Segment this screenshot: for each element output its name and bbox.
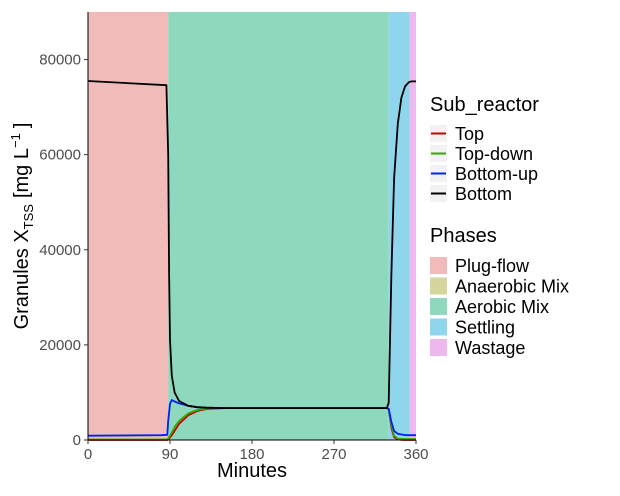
legend-key-swatch <box>430 298 447 315</box>
phase-band-3 <box>388 12 410 440</box>
legend-phases-title: Phases <box>430 225 497 247</box>
y-tick-label: 20000 <box>39 337 81 354</box>
phase-bands <box>88 12 416 440</box>
legend-phase-label: Settling <box>455 318 515 338</box>
legend-sub-reactor-label: Top-down <box>455 144 533 164</box>
y-axis-title-main: Granules X <box>11 229 33 329</box>
phase-band-2 <box>168 12 389 440</box>
legend-sub-reactor-label: Bottom <box>455 184 512 204</box>
x-axis-title: Minutes <box>217 460 287 482</box>
y-axis-title-unit: [mg L <box>11 148 33 198</box>
x-tick-label: 270 <box>321 446 346 463</box>
y-tick-label: 40000 <box>39 242 81 259</box>
y-ticks: 0 20000 40000 60000 80000 <box>39 52 88 449</box>
y-axis-title-subscript: TSS <box>21 204 36 230</box>
x-ticks: 0 90 180 270 360 <box>84 440 429 463</box>
y-axis-title-exponent: −1 <box>8 133 23 148</box>
x-tick-label: 90 <box>162 446 179 463</box>
legend-sub-reactor-label: Bottom-up <box>455 164 538 184</box>
y-axis-title: Granules XTSS [mg L−1] <box>8 123 36 330</box>
phase-band-4 <box>409 12 416 440</box>
legend-phase-label: Plug-flow <box>455 256 530 276</box>
legend-phase-label: Anaerobic Mix <box>455 277 569 297</box>
y-tick-label: 80000 <box>39 52 81 69</box>
legend-phase-label: Aerobic Mix <box>455 297 549 317</box>
y-axis-title-unit-close: ] <box>11 123 33 129</box>
x-tick-label: 360 <box>403 446 428 463</box>
phase-band-0 <box>88 12 169 440</box>
legend-key-swatch <box>430 257 447 274</box>
y-tick-label: 0 <box>73 432 81 449</box>
legend-sub-reactor-title: Sub_reactor <box>430 94 539 116</box>
x-tick-label: 180 <box>239 446 264 463</box>
series-line-3 <box>87 80 416 410</box>
legend-key-swatch <box>430 339 447 356</box>
legend-sub-reactor-label: Top <box>455 124 484 144</box>
x-tick-label: 0 <box>84 446 92 463</box>
legend-phase-label: Wastage <box>455 338 525 358</box>
legend-key-swatch <box>430 318 447 336</box>
legend-key-swatch <box>430 277 447 295</box>
y-tick-label: 60000 <box>39 147 81 164</box>
